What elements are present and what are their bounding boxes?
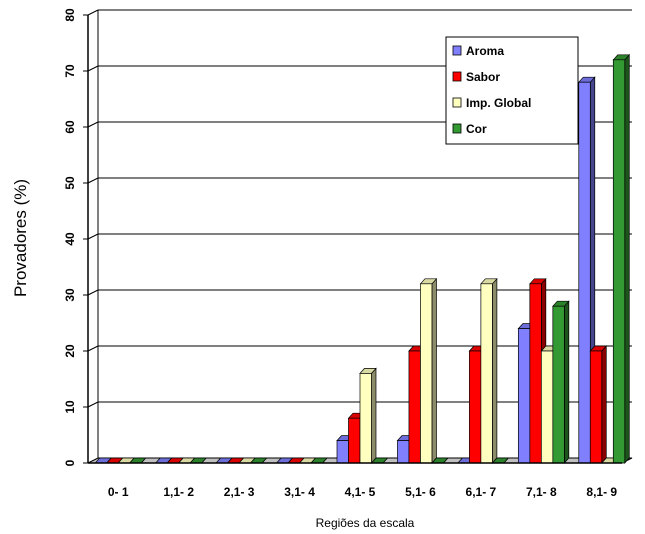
y-tick-labels: 0 10 20 30 40 50 60 70 80 — [63, 8, 77, 466]
gridline-side — [87, 177, 99, 184]
legend-label: Imp. Global — [466, 96, 531, 110]
x-tick-label: 8,1- 9 — [586, 485, 617, 499]
legend-items: Aroma Sabor Imp. Global Cor — [452, 44, 531, 136]
y-tick-label: 80 — [63, 8, 77, 22]
legend-swatch — [452, 123, 462, 134]
gridline-side — [87, 289, 99, 296]
gridline-side — [87, 121, 99, 128]
y-tick-label: 40 — [63, 232, 77, 246]
gridline-side — [87, 345, 99, 352]
gridline-side — [87, 65, 99, 72]
bar-imp-global-5 — [419, 277, 438, 464]
legend-label: Sabor — [466, 70, 500, 84]
x-tick-label: 7,1- 8 — [526, 485, 557, 499]
y-tick-label: 10 — [63, 400, 77, 414]
bar-cor-7 — [552, 300, 570, 464]
y-tick-label: 0 — [63, 459, 77, 466]
x-axis-title: Regiões da escala — [316, 516, 415, 530]
x-tick-label: 0- 1 — [108, 485, 129, 499]
bar-cor-2 — [249, 457, 268, 464]
x-tick-labels: 0- 1 1,1- 2 2,1- 3 3,1- 4 4,1- 5 5,1- 6 6,1- 7… — [108, 485, 618, 499]
bar-imp-global-6 — [480, 277, 498, 464]
legend-label: Aroma — [466, 44, 504, 58]
x-tick-label: 2,1- 3 — [224, 485, 255, 499]
x-tick-label: 3,1- 4 — [284, 485, 315, 499]
bar-cor-5 — [431, 457, 449, 464]
y-axis-title: Provadores (%) — [11, 179, 30, 297]
bar-cor-8 — [612, 53, 631, 464]
axes-layer — [83, 10, 622, 464]
bar-sabor-8 — [589, 345, 608, 464]
x-tick-label: 1,1- 2 — [163, 485, 194, 499]
legend-swatch — [452, 97, 462, 108]
x-tick-label: 5,1- 6 — [405, 485, 436, 499]
x-tick-label: 4,1- 5 — [345, 485, 376, 499]
legend-box — [445, 36, 579, 145]
y-tick-label: 60 — [63, 120, 77, 134]
gridline-side — [87, 233, 99, 240]
gridline-side — [87, 401, 99, 408]
bars-layer — [94, 53, 631, 464]
legend: Aroma Sabor Imp. Global Cor — [445, 36, 579, 145]
y-tick-label: 30 — [63, 288, 77, 302]
y-tick-label: 50 — [63, 176, 77, 190]
legend-swatch — [452, 71, 462, 82]
legend-label: Cor — [466, 122, 487, 136]
x-tick-label: 6,1- 7 — [466, 485, 497, 499]
gridline-side — [87, 9, 99, 16]
y-tick-label: 20 — [63, 344, 77, 358]
legend-swatch — [452, 45, 462, 56]
bar-imp-global-4 — [359, 367, 377, 464]
y-tick-label: 70 — [63, 64, 77, 78]
